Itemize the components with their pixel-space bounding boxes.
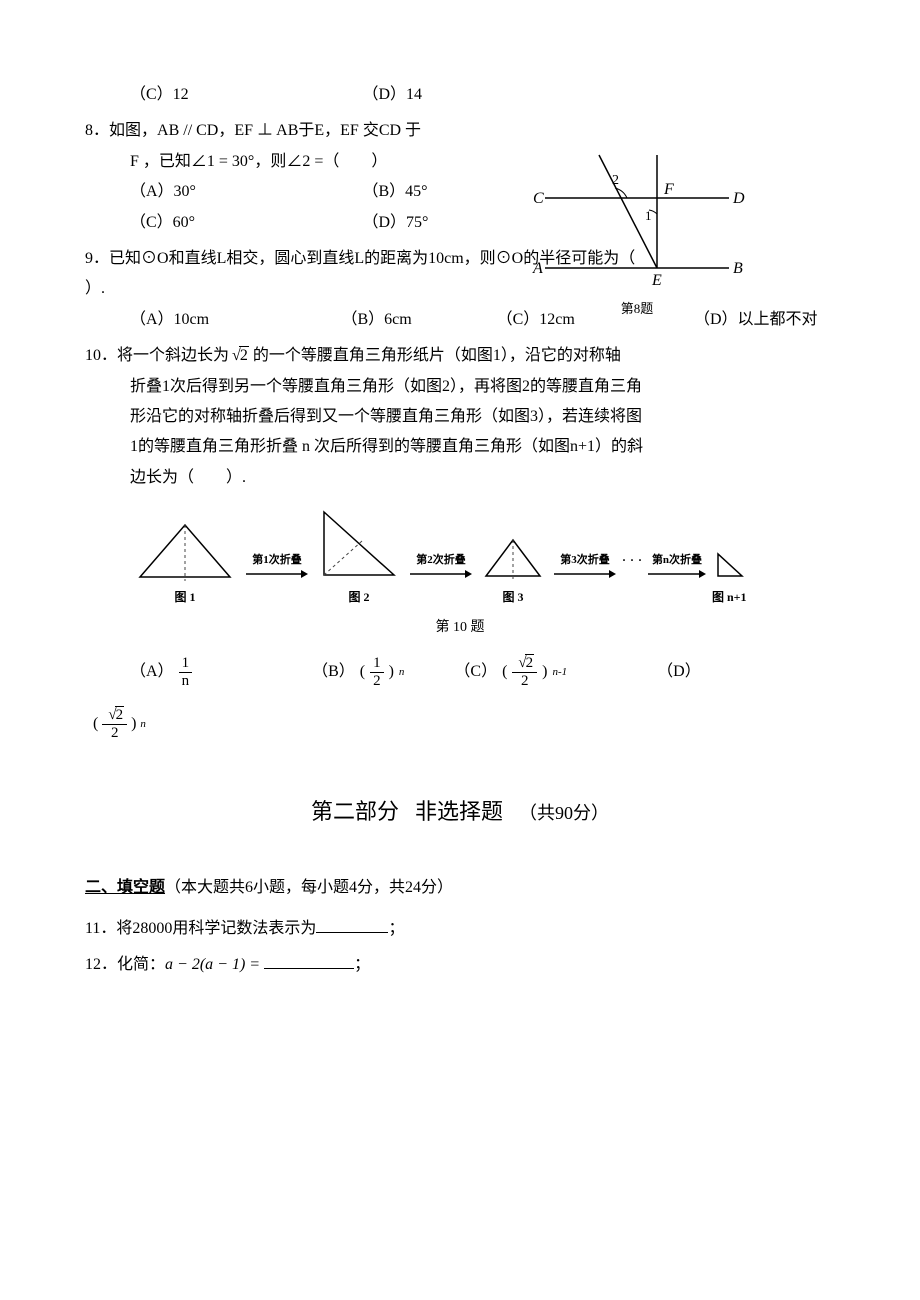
fold-arrow-2: 第2次折叠 bbox=[410, 550, 472, 609]
q8-number: 8． bbox=[85, 122, 109, 139]
q10a-den: n bbox=[179, 673, 193, 690]
q10b-post: ) bbox=[389, 657, 394, 687]
label-E: E bbox=[651, 272, 662, 289]
q10-option-d-expr: ( 2 2 ) n bbox=[85, 707, 835, 741]
section-2-header: 第二部分非选择题 （共90分） bbox=[85, 791, 835, 833]
q8-text2: F ，已知∠1 = 30°，则∠2 =（ ） bbox=[85, 147, 585, 177]
q10-text4: 形沿它的对称轴折叠后得到又一个等腰直角三角形（如图3），若连续将图 bbox=[85, 402, 835, 432]
q10d-den: 2 bbox=[108, 725, 122, 742]
fold-fig-2: 图 2 bbox=[314, 507, 404, 609]
q10-text6: 边长为（ ）. bbox=[85, 463, 835, 493]
fold-fig-n1: 图 n+1 bbox=[712, 548, 747, 609]
question-10: 10．将一个斜边长为2 的一个等腰直角三角形纸片（如图1），沿它的对称轴 折叠1… bbox=[85, 341, 835, 741]
q10b-pre: ( bbox=[360, 657, 365, 687]
fold-fig3-caption: 图 3 bbox=[502, 586, 523, 609]
dots-icon: . . . bbox=[622, 542, 642, 608]
q11-text1: 将28000用科学记数法表示为 bbox=[116, 920, 316, 937]
q11-text2: ； bbox=[388, 920, 404, 937]
q10d-num: 2 bbox=[102, 707, 127, 725]
q10-options: （A） 1 n （B） ( 1 2 ) n （C） ( bbox=[85, 655, 835, 689]
label-C: C bbox=[533, 190, 544, 207]
q8-figure-caption: 第8题 bbox=[527, 297, 747, 322]
fold-arrow-3: 第3次折叠 bbox=[554, 550, 616, 609]
fold-fign-caption: 图 n+1 bbox=[712, 586, 747, 609]
sub2-note: （本大题共6小题，每小题4分，共24分） bbox=[165, 879, 453, 896]
q11-blank bbox=[316, 917, 388, 933]
q10-text1: 将一个斜边长为 bbox=[117, 347, 229, 364]
fold-arrow-1: 第1次折叠 bbox=[246, 550, 308, 609]
fold-fig-1: 图 1 bbox=[130, 517, 240, 609]
fold-fig1-caption: 图 1 bbox=[174, 586, 195, 609]
figure-q8: 2 1 C D A B F E 第8题 bbox=[527, 150, 747, 320]
q10-number: 10． bbox=[85, 347, 117, 364]
fold2-label: 第2次折叠 bbox=[416, 550, 466, 571]
label-B: B bbox=[733, 260, 743, 277]
q10c-post: ) bbox=[542, 657, 547, 687]
q7-option-c: （C）12 bbox=[130, 80, 363, 110]
q10c-num: 2 bbox=[512, 655, 537, 673]
q12-text2: ； bbox=[354, 956, 370, 973]
angle1-label: 1 bbox=[645, 208, 652, 223]
q10b-num: 1 bbox=[370, 655, 384, 673]
q8-diagram: 2 1 C D A B F E bbox=[527, 150, 747, 295]
section2-title1: 第二部分 bbox=[311, 799, 399, 824]
q12-number: 12． bbox=[85, 956, 117, 973]
q10-fold-figures: 图 1 第1次折叠 图 2 第2次折叠 bbox=[130, 507, 835, 609]
q10b-label: （B） bbox=[312, 657, 355, 687]
sub2-label: 二、填空题 bbox=[85, 879, 165, 896]
q9-option-b: （B）6cm bbox=[342, 305, 497, 335]
section2-title2: 非选择题 bbox=[415, 799, 503, 824]
fold-fig2-caption: 图 2 bbox=[348, 586, 369, 609]
q10c-pre: ( bbox=[502, 657, 507, 687]
q12-blank bbox=[264, 953, 354, 969]
q8-option-c: （C）60° bbox=[130, 208, 363, 238]
label-A: A bbox=[532, 260, 543, 277]
q11-number: 11． bbox=[85, 920, 116, 937]
q10-option-c: （C） ( 2 2 ) n-1 bbox=[454, 655, 567, 689]
q10b-den: 2 bbox=[370, 673, 384, 690]
sqrt2-icon: 2 bbox=[229, 341, 249, 371]
q10d-label: （D） bbox=[657, 657, 701, 687]
q10-fold-caption: 第 10 题 bbox=[85, 615, 835, 642]
q10a-fraction: 1 n bbox=[179, 655, 193, 689]
fold1-label: 第1次折叠 bbox=[252, 550, 302, 571]
section2-title3: （共90分） bbox=[519, 803, 609, 823]
q12-text1: 化简： bbox=[117, 956, 165, 973]
q10c-label: （C） bbox=[454, 657, 497, 687]
q7-option-d: （D）14 bbox=[363, 80, 596, 110]
q8-option-a: （A）30° bbox=[130, 177, 363, 207]
angle2-label: 2 bbox=[612, 173, 619, 188]
q10c-den: 2 bbox=[518, 673, 532, 690]
q10-option-a: （A） 1 n bbox=[130, 655, 192, 689]
q10d-pre: ( bbox=[93, 709, 98, 739]
q10-option-b: （B） ( 1 2 ) n bbox=[312, 655, 404, 689]
q10-option-d-label: （D） bbox=[657, 657, 701, 687]
question-12: 12．化简：a − 2(a − 1) = ； bbox=[85, 950, 835, 980]
q9-number: 9． bbox=[85, 250, 109, 267]
question-11: 11．将28000用科学记数法表示为 ； bbox=[85, 914, 835, 944]
q7-options-cd: （C）12 （D）14 bbox=[85, 80, 595, 110]
q10a-label: （A） bbox=[130, 657, 174, 687]
fold-fig-3: 图 3 bbox=[478, 532, 548, 609]
q10-text5: 1的等腰直角三角形折叠 n 次后所得到的等腰直角三角形（如图n+1）的斜 bbox=[85, 432, 835, 462]
fold3-label: 第3次折叠 bbox=[560, 550, 610, 571]
foldn-label: 第n次折叠 bbox=[652, 550, 702, 571]
q10d-exp: n bbox=[140, 714, 146, 735]
q10-text3: 折叠1次后得到另一个等腰直角三角形（如图2），再将图2的等腰直角三角 bbox=[85, 372, 835, 402]
q12-expr: a − 2(a − 1) = bbox=[165, 956, 264, 973]
q10d-fraction: 2 2 bbox=[102, 707, 127, 741]
fold-arrow-n: 第n次折叠 bbox=[648, 550, 706, 609]
q10c-exp: n-1 bbox=[552, 662, 567, 683]
q10d-post: ) bbox=[131, 709, 136, 739]
q10-text2: 的一个等腰直角三角形纸片（如图1），沿它的对称轴 bbox=[249, 347, 621, 364]
label-D: D bbox=[732, 190, 745, 207]
subsection-2: 二、填空题（本大题共6小题，每小题4分，共24分） bbox=[85, 873, 835, 903]
q10b-exp: n bbox=[399, 662, 405, 683]
q10b-fraction: 1 2 bbox=[370, 655, 384, 689]
q10a-num: 1 bbox=[179, 655, 193, 673]
q9-option-a: （A）10cm bbox=[130, 305, 342, 335]
q8-text1: 如图，AB // CD，EF ⊥ AB于E，EF 交CD 于 bbox=[109, 122, 421, 139]
label-F: F bbox=[663, 181, 674, 198]
q10c-fraction: 2 2 bbox=[512, 655, 537, 689]
